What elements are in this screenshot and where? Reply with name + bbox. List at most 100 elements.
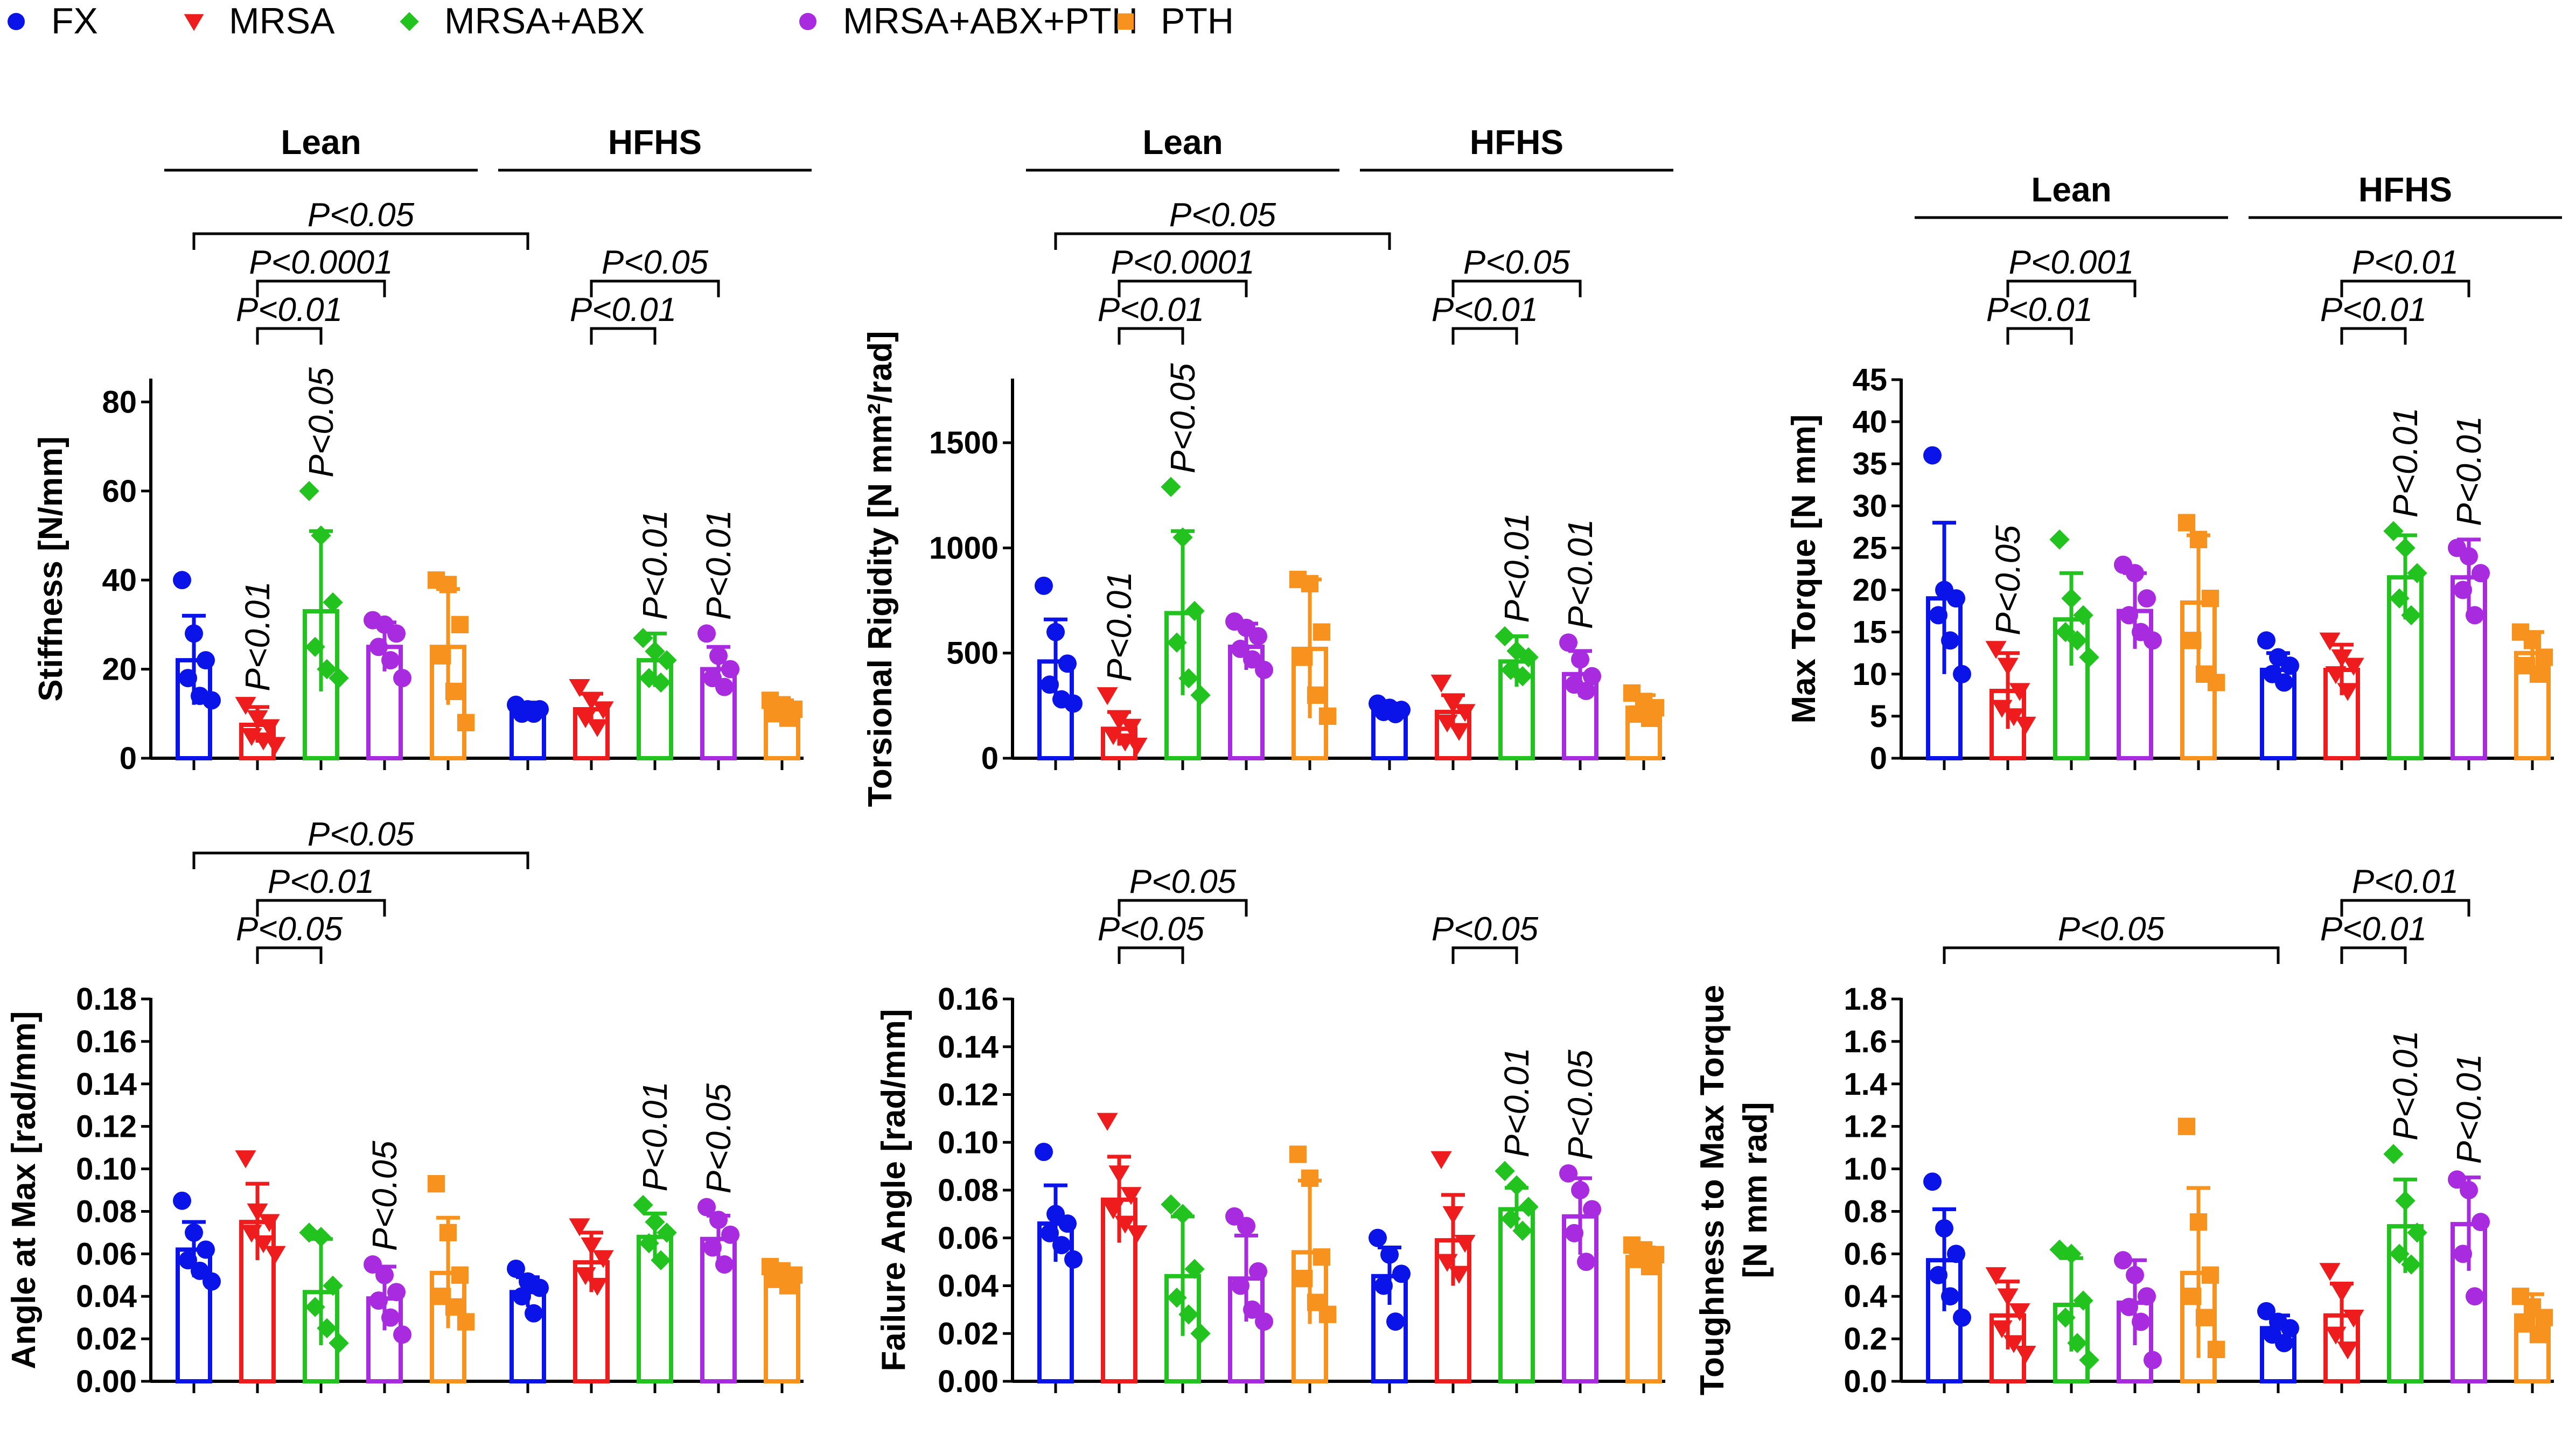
significance-bracket: P<0.05 xyxy=(1118,863,1248,917)
bar xyxy=(1625,1255,1662,1383)
data-point xyxy=(317,1318,337,1339)
p-value-label: P<0.01 xyxy=(268,863,374,900)
data-point xyxy=(1577,682,1595,701)
data-point xyxy=(2389,588,2410,609)
significance-bracket: P<0.05 xyxy=(1098,911,1205,964)
data-point xyxy=(592,1250,614,1268)
data-point xyxy=(2281,656,2299,675)
data-point xyxy=(323,592,343,613)
group-label: HFHS xyxy=(1360,123,1673,172)
significance-bracket: P<0.05 xyxy=(192,816,529,869)
group-name: HFHS xyxy=(2358,170,2452,209)
data-point xyxy=(2281,1319,2299,1338)
data-point xyxy=(645,1212,665,1232)
data-point xyxy=(2009,683,2030,701)
data-point xyxy=(329,668,349,688)
significance-bracket: P<0.05 xyxy=(192,197,529,250)
data-point xyxy=(1947,1245,1965,1263)
data-point xyxy=(2383,521,2404,541)
bracket-line xyxy=(2340,899,2470,917)
bracket-line xyxy=(1943,946,2280,964)
significance-bracket: P<0.05 xyxy=(1432,911,1539,964)
data-point xyxy=(1102,1201,1124,1220)
data-point xyxy=(1559,633,1577,652)
data-point xyxy=(457,1313,475,1331)
data-point xyxy=(1369,1228,1387,1247)
y-axis-label: Torsional Rigidity [N mm²/rad] xyxy=(862,331,899,807)
data-point xyxy=(2319,632,2341,651)
data-point xyxy=(197,1240,215,1259)
y-tick-label: 40 xyxy=(102,563,137,598)
y-tick-label: 0.14 xyxy=(76,1067,137,1102)
data-point xyxy=(235,1150,256,1169)
data-point xyxy=(1178,668,1199,689)
data-point xyxy=(2529,1326,2547,1344)
p-value-label: P<0.001 xyxy=(2009,244,2134,281)
data-point xyxy=(2183,1288,2202,1305)
p-value-label: P<0.01 xyxy=(236,291,343,328)
data-point xyxy=(2079,647,2099,668)
data-point xyxy=(1313,623,1331,641)
data-point xyxy=(1991,1320,2013,1338)
data-point xyxy=(364,1255,382,1274)
data-point xyxy=(317,659,337,680)
data-point xyxy=(2454,1245,2472,1263)
data-point xyxy=(2319,1263,2341,1281)
data-point xyxy=(1097,687,1118,705)
data-point xyxy=(1500,1208,1521,1229)
data-point xyxy=(311,1227,331,1247)
panel-stiffness: 0 20 40 60 80 Stiffness [N/mm] P<0.01 P<0.05 P<0… xyxy=(32,123,812,776)
bar-group xyxy=(1559,633,1601,770)
data-point xyxy=(1190,685,1211,705)
data-point xyxy=(2407,563,2427,584)
data-point xyxy=(1559,1164,1577,1183)
y-tick-label: 0.04 xyxy=(76,1279,137,1314)
data-point xyxy=(247,710,268,729)
y-tick-label: 15 xyxy=(1852,615,1887,650)
p-value-label: P<0.01 xyxy=(2352,863,2459,900)
data-point xyxy=(2144,631,2162,650)
bar-group xyxy=(364,611,411,770)
data-point xyxy=(1126,737,1148,756)
p-value-label: P<0.05 xyxy=(308,816,415,853)
data-point xyxy=(2067,1333,2088,1353)
bracket-line xyxy=(192,851,529,869)
y-tick-label: 40 xyxy=(1852,404,1887,439)
data-point xyxy=(1929,606,1947,625)
data-point xyxy=(1184,600,1205,621)
data-point xyxy=(381,651,400,670)
data-point xyxy=(1052,1236,1071,1255)
y-tick-label: 0 xyxy=(1870,741,1887,776)
p-value-vertical: P<0.01 xyxy=(1100,571,1139,682)
data-point xyxy=(451,1266,469,1284)
group-name: Lean xyxy=(281,123,361,162)
p-value-label: P<0.01 xyxy=(1432,291,1538,328)
data-point xyxy=(1430,674,1452,693)
p-value-label: P<0.05 xyxy=(236,911,343,948)
bar-group xyxy=(1225,1207,1273,1393)
p-value-label: P<0.0001 xyxy=(249,244,393,281)
data-point xyxy=(2177,1117,2196,1135)
data-point xyxy=(2389,1243,2410,1264)
data-point xyxy=(1126,1225,1148,1243)
y-tick-label: 1.4 xyxy=(1844,1067,1887,1102)
bar-group xyxy=(2257,1302,2299,1393)
significance-bracket: P<0.01 xyxy=(570,291,676,345)
data-point xyxy=(1231,1276,1249,1295)
data-point xyxy=(2055,1307,2076,1328)
bar-group xyxy=(299,1222,349,1393)
data-point xyxy=(1167,1287,1187,1308)
data-point xyxy=(305,1297,325,1317)
bar-group xyxy=(1623,1236,1665,1393)
data-point xyxy=(1985,641,2007,659)
data-point xyxy=(1058,1214,1077,1233)
significance-bracket: P<0.01 xyxy=(2320,911,2427,964)
data-point xyxy=(387,624,406,643)
y-tick-label: 5 xyxy=(1870,699,1887,734)
p-value-vertical: P<0.01 xyxy=(2386,408,2425,518)
bracket-line xyxy=(1451,946,1518,964)
bar-group xyxy=(1097,1113,1148,1393)
data-point xyxy=(697,1198,716,1217)
data-point xyxy=(2126,564,2144,583)
p-value-vertical: P<0.01 xyxy=(636,510,674,620)
